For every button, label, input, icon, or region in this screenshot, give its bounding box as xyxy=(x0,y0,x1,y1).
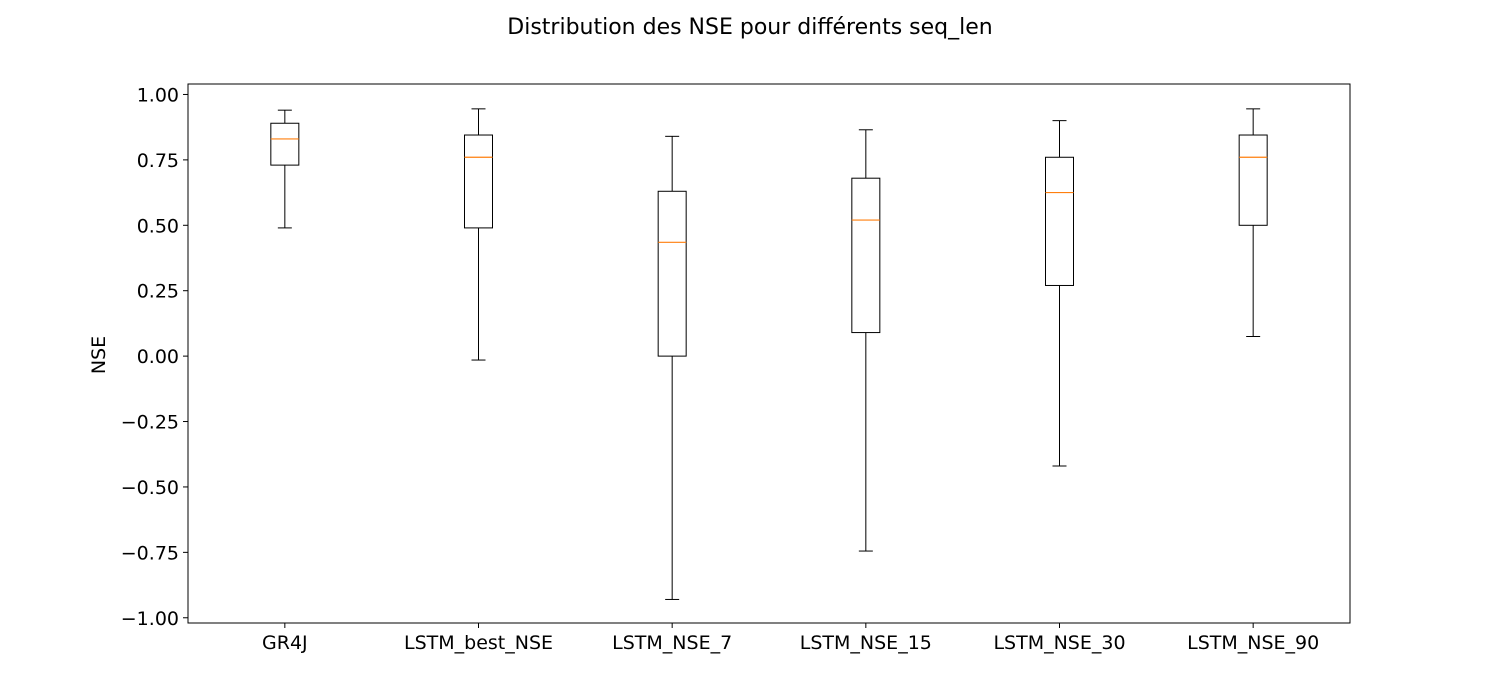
box-iqr xyxy=(657,190,687,357)
box-iqr xyxy=(1045,156,1074,286)
y-tick-label: −0.75 xyxy=(121,542,179,564)
x-tick-label: LSTM_best_NSE xyxy=(404,632,553,654)
x-tick-label: GR4J xyxy=(262,632,308,654)
y-tick-label: 0.75 xyxy=(137,150,179,172)
plot-frame xyxy=(187,83,1351,624)
chart-marks: −1.00 −0.75 −0.50 −0.25 0.00 0.25 0.50 0.75 1.00… xyxy=(121,84,1319,654)
x-tick-label: LSTM_NSE_90 xyxy=(1187,632,1319,654)
y-tick-label: 0.50 xyxy=(137,215,179,237)
chart-title: Distribution des NSE pour différents seq… xyxy=(507,15,992,40)
y-tick-label: −0.25 xyxy=(121,412,179,434)
x-tick-label: LSTM_NSE_30 xyxy=(993,632,1125,654)
box-iqr xyxy=(270,122,300,166)
y-tick-label: 0.00 xyxy=(137,346,179,368)
y-axis-label: NSE xyxy=(88,336,110,374)
y-tick-label: −1.00 xyxy=(121,608,179,630)
box-iqr xyxy=(851,177,881,334)
y-tick-label: −0.50 xyxy=(121,477,179,499)
x-tick-label: LSTM_NSE_7 xyxy=(612,632,732,654)
y-tick-label: 0.25 xyxy=(137,281,179,303)
x-tick-label: LSTM_NSE_15 xyxy=(800,632,932,654)
box-iqr xyxy=(464,134,493,229)
box-iqr xyxy=(1238,134,1268,226)
y-tick-label: 1.00 xyxy=(137,84,179,106)
